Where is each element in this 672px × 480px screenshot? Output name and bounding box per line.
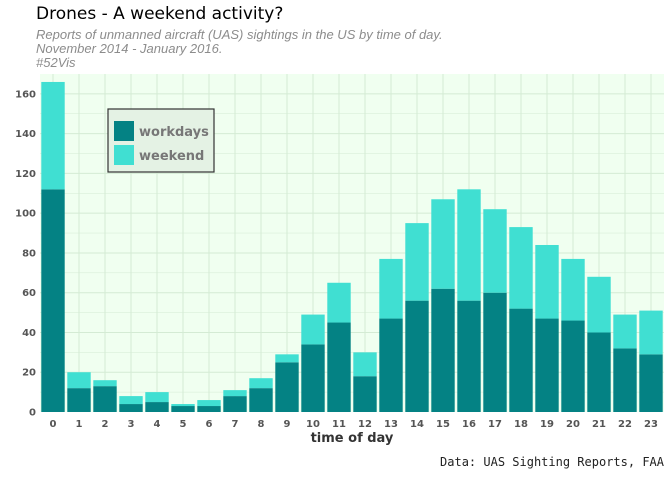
- x-tick-label: 18: [514, 419, 528, 430]
- bar-weekend-4: [145, 392, 169, 403]
- x-tick-label: 13: [384, 419, 398, 430]
- legend-label-workdays: workdays: [139, 125, 209, 140]
- x-tick-label: 23: [644, 419, 658, 430]
- bar-weekend-3: [119, 396, 143, 405]
- x-tick-label: 1: [76, 419, 83, 430]
- bar-workdays-21: [587, 332, 611, 412]
- bar-workdays-3: [119, 404, 143, 412]
- y-tick-label: 140: [15, 129, 36, 140]
- bar-weekend-11: [327, 282, 351, 323]
- x-tick-label: 16: [462, 419, 476, 430]
- x-axis: 0 1 2 3 4 5 6 7 8 9 10 11 12 13 14 15 16 17 18 19 20 21 22 23: [50, 419, 658, 430]
- y-tick-label: 60: [22, 288, 36, 299]
- y-tick-label: 20: [22, 368, 36, 379]
- bar-weekend-8: [249, 378, 273, 389]
- bar-weekend-12: [353, 352, 377, 377]
- x-tick-label: 15: [436, 419, 450, 430]
- bar-workdays-8: [249, 388, 273, 412]
- x-axis-label: time of day: [311, 431, 394, 446]
- bar-workdays-5: [171, 406, 195, 412]
- bar-weekend-18: [509, 227, 533, 309]
- x-tick-label: 17: [488, 419, 502, 430]
- bar-workdays-13: [379, 318, 403, 412]
- bar-workdays-4: [145, 402, 169, 412]
- legend-swatch-workdays: [114, 121, 134, 141]
- bar-weekend-5: [171, 404, 195, 407]
- bar-workdays-7: [223, 396, 247, 412]
- bar-workdays-17: [483, 292, 507, 412]
- bar-workdays-22: [613, 348, 637, 412]
- bars: [41, 81, 663, 412]
- bar-weekend-22: [613, 314, 637, 349]
- x-tick-label: 20: [566, 419, 580, 430]
- x-tick-label: 10: [306, 419, 320, 430]
- bar-weekend-6: [197, 400, 221, 407]
- bar-workdays-0: [41, 189, 65, 412]
- y-tick-label: 80: [22, 248, 36, 259]
- bar-weekend-7: [223, 390, 247, 397]
- bar-workdays-19: [535, 318, 559, 412]
- bar-workdays-15: [431, 288, 455, 412]
- bar-workdays-6: [197, 406, 221, 412]
- x-tick-label: 2: [102, 419, 109, 430]
- legend: workdays weekend: [107, 108, 215, 173]
- x-tick-label: 11: [332, 419, 346, 430]
- legend-swatch-weekend: [114, 145, 134, 165]
- y-tick-label: 100: [15, 209, 36, 220]
- bar-workdays-14: [405, 300, 429, 412]
- bar-weekend-13: [379, 258, 403, 319]
- x-tick-label: 21: [592, 419, 606, 430]
- y-axis: 0 20 40 60 80 100 120 140 160: [15, 89, 36, 418]
- bar-workdays-10: [301, 344, 325, 412]
- x-tick-label: 12: [358, 419, 372, 430]
- chart-title: Drones - A weekend activity?: [36, 4, 284, 24]
- y-tick-label: 0: [29, 408, 36, 419]
- x-tick-label: 4: [154, 419, 161, 430]
- bar-workdays-18: [509, 308, 533, 412]
- x-tick-label: 7: [232, 419, 239, 430]
- bar-weekend-2: [93, 380, 117, 387]
- bar-weekend-23: [639, 310, 663, 355]
- bar-workdays-16: [457, 300, 481, 412]
- bar-workdays-9: [275, 362, 299, 412]
- bar-workdays-1: [67, 388, 91, 412]
- bar-workdays-23: [639, 354, 663, 412]
- y-tick-label: 160: [15, 89, 36, 100]
- x-tick-label: 14: [410, 419, 424, 430]
- bar-weekend-9: [275, 354, 299, 363]
- x-tick-label: 5: [180, 419, 187, 430]
- y-tick-label: 40: [22, 328, 36, 339]
- subtitle-line-2: November 2014 - January 2016.: [36, 41, 223, 56]
- bar-weekend-16: [457, 189, 481, 301]
- x-tick-label: 8: [258, 419, 265, 430]
- bar-weekend-14: [405, 223, 429, 301]
- x-tick-label: 19: [540, 419, 554, 430]
- y-tick-label: 120: [15, 169, 36, 180]
- bar-workdays-12: [353, 376, 377, 412]
- bar-weekend-19: [535, 244, 559, 319]
- subtitle-line-1: Reports of unmanned aircraft (UAS) sight…: [36, 27, 443, 42]
- bar-weekend-17: [483, 209, 507, 293]
- bar-weekend-10: [301, 314, 325, 345]
- bar-workdays-2: [93, 386, 117, 412]
- bar-weekend-21: [587, 276, 611, 333]
- bar-weekend-0: [41, 81, 65, 190]
- legend-label-weekend: weekend: [139, 149, 204, 164]
- source-note: Data: UAS Sighting Reports, FAA: [440, 455, 664, 469]
- x-tick-label: 6: [206, 419, 213, 430]
- bar-weekend-15: [431, 199, 455, 289]
- bar-workdays-11: [327, 322, 351, 412]
- bar-weekend-1: [67, 372, 91, 389]
- x-tick-label: 9: [284, 419, 291, 430]
- bar-weekend-20: [561, 258, 585, 321]
- x-tick-label: 22: [618, 419, 632, 430]
- bar-workdays-20: [561, 320, 585, 412]
- x-tick-label: 3: [128, 419, 135, 430]
- subtitle-line-3: #52Vis: [36, 55, 76, 70]
- x-tick-label: 0: [50, 419, 57, 430]
